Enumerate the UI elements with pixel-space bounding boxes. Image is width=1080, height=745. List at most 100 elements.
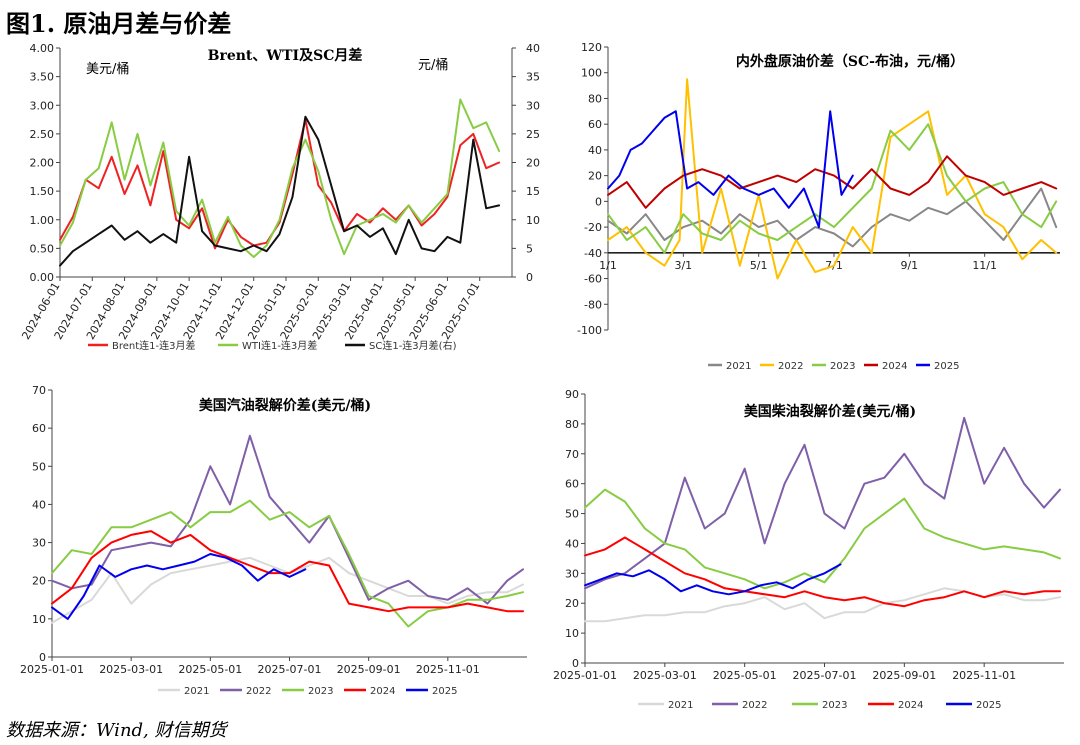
series-line-WTI连1-连3月差 [59, 98, 501, 258]
legend-label: 2024 [370, 686, 395, 697]
series-line-2023 [607, 123, 1058, 254]
y-tick-label: 50 [32, 460, 46, 473]
series-line-2024 [607, 155, 1058, 209]
y-tick-label: -60 [584, 273, 602, 286]
y-tick-label: 60 [32, 422, 46, 435]
y2-tick-label: 35 [526, 71, 540, 84]
y-tick-label: -100 [577, 324, 602, 337]
series-line-2025 [607, 110, 854, 229]
y2-tick-label: 30 [526, 99, 540, 112]
legend-label: 2022 [778, 361, 803, 372]
y-tick-label: 30 [565, 567, 579, 580]
y2-tick-label: 25 [526, 128, 540, 141]
series-line-SC连1-连3月差(右) [59, 115, 501, 267]
y2-tick-label: 20 [526, 157, 540, 170]
series-line-2024 [584, 536, 1061, 608]
x-tick-label: 2025-09-01 [872, 669, 936, 682]
legend-label: 2023 [830, 361, 855, 372]
y-tick-label: 0 [572, 657, 579, 670]
right-unit-label: 元/桶 [418, 58, 448, 73]
y-tick-label: 100 [581, 67, 602, 80]
y-tick-label: 0 [595, 195, 602, 208]
legend: 2021 2022 2023 2024 2025 [638, 700, 1001, 711]
legend-label: 2021 [184, 686, 209, 697]
page-title: 图1. 原油月差与价差 [6, 9, 232, 38]
legend-label: 2022 [246, 686, 271, 697]
y-tick-label: 90 [565, 388, 579, 401]
y-tick-label: 2.50 [30, 128, 55, 141]
legend: Brent连1-连3月差 WTI连1-连3月差 SC连1-连3月差(右) [88, 339, 457, 352]
y-tick-label: 40 [32, 498, 46, 511]
y-tick-label: 20 [588, 170, 602, 183]
y-tick-label: 4.00 [30, 42, 55, 55]
x-tick-label: 2025-11-01 [416, 663, 480, 676]
legend-label: 2024 [898, 700, 923, 711]
series-line-2021 [584, 587, 1061, 623]
legend-label: 2021 [726, 361, 751, 372]
x-tick-label: 5/1 [750, 259, 768, 272]
x-tick-label: 2025-01-01 [553, 669, 617, 682]
legend-label: 2023 [822, 700, 847, 711]
legend-label: 2021 [668, 700, 693, 711]
y-tick-label: -20 [584, 221, 602, 234]
series-line-2022 [584, 416, 1061, 590]
sc-brent-diff-chart: 内外盘原油价差（SC-布油，元/桶） -100 -80 -60 -40 -20 0 20 40… [577, 41, 1060, 372]
y-tick-label: 70 [32, 384, 46, 397]
y-tick-label: 30 [32, 537, 46, 550]
y-tick-label: 40 [565, 537, 579, 550]
y2-tick-label: 10 [526, 214, 540, 227]
y2-tick-label: 40 [526, 42, 540, 55]
y-tick-label: 20 [32, 575, 46, 588]
series-line-2024 [51, 530, 524, 613]
x-tick-label: 2025-03-01 [633, 669, 697, 682]
legend-label: 2023 [308, 686, 333, 697]
legend-label: 2022 [742, 700, 767, 711]
y-tick-label: -40 [584, 247, 602, 260]
x-tick-label: 2025-07-01 [258, 663, 322, 676]
chart-title: Brent、WTI及SC月差 [208, 47, 363, 64]
series-line-2021 [607, 187, 1058, 248]
y-tick-label: 3.50 [30, 71, 55, 84]
y-tick-label: 1.00 [30, 214, 55, 227]
legend-label: SC连1-连3月差(右) [369, 339, 457, 352]
x-tick-label: 3/1 [674, 259, 692, 272]
series-line-2022 [51, 434, 524, 605]
y-tick-label: 80 [565, 418, 579, 431]
series-line-2021 [51, 556, 524, 624]
x-tick-label: 2025-05-01 [713, 669, 777, 682]
y-tick-label: 80 [588, 92, 602, 105]
y-tick-label: 10 [565, 627, 579, 640]
y2-tick-label: 5 [526, 242, 533, 255]
x-tick-label: 9/1 [900, 259, 918, 272]
source-note: 数据来源：Wind, 财信期货 [6, 720, 227, 741]
y2-tick-label: 15 [526, 185, 540, 198]
y-tick-label: 2.00 [30, 157, 55, 170]
y-tick-label: 0.50 [30, 242, 55, 255]
legend-label: WTI连1-连3月差 [242, 339, 317, 352]
legend: 2021 2022 2023 2024 2025 [708, 361, 959, 372]
series-line-2022 [607, 78, 1058, 280]
series-line-2025 [584, 563, 842, 596]
x-tick-label: 2025-05-01 [178, 663, 242, 676]
series-line-2023 [584, 488, 1061, 590]
y-tick-label: 0.00 [30, 271, 55, 284]
legend-label: 2025 [976, 700, 1001, 711]
x-tick-label: 11/1 [972, 259, 997, 272]
diesel-crack-chart: 美国柴油裂解价差(美元/桶) 0 10 20 30 40 50 60 70 80 90 2025-0… [553, 388, 1064, 711]
y-tick-label: 3.00 [30, 99, 55, 112]
left-unit-label: 美元/桶 [86, 62, 129, 77]
x-tick-label: 2025-07-01 [793, 669, 857, 682]
legend-label: 2025 [934, 361, 959, 372]
y-tick-label: 1.50 [30, 185, 55, 198]
y-tick-label: 60 [588, 118, 602, 131]
chart-title: 内外盘原油价差（SC-布油，元/桶） [736, 53, 964, 70]
gasoline-crack-chart: 美国汽油裂解价差(美元/桶) 0 10 20 30 40 50 60 70 2025-01-01… [20, 384, 527, 697]
series-line-2025 [51, 553, 307, 620]
y-tick-label: 0 [39, 651, 46, 664]
y-tick-label: 120 [581, 41, 602, 54]
spread-chart: Brent、WTI及SC月差 美元/桶 元/桶 0.00 0.50 1.00 1.50… [19, 42, 540, 352]
chart-title: 美国汽油裂解价差(美元/桶) [199, 397, 371, 414]
series-line-Brent连1-连3月差 [59, 118, 501, 250]
y-tick-label: 50 [565, 508, 579, 521]
x-tick-label: 1/1 [599, 259, 617, 272]
